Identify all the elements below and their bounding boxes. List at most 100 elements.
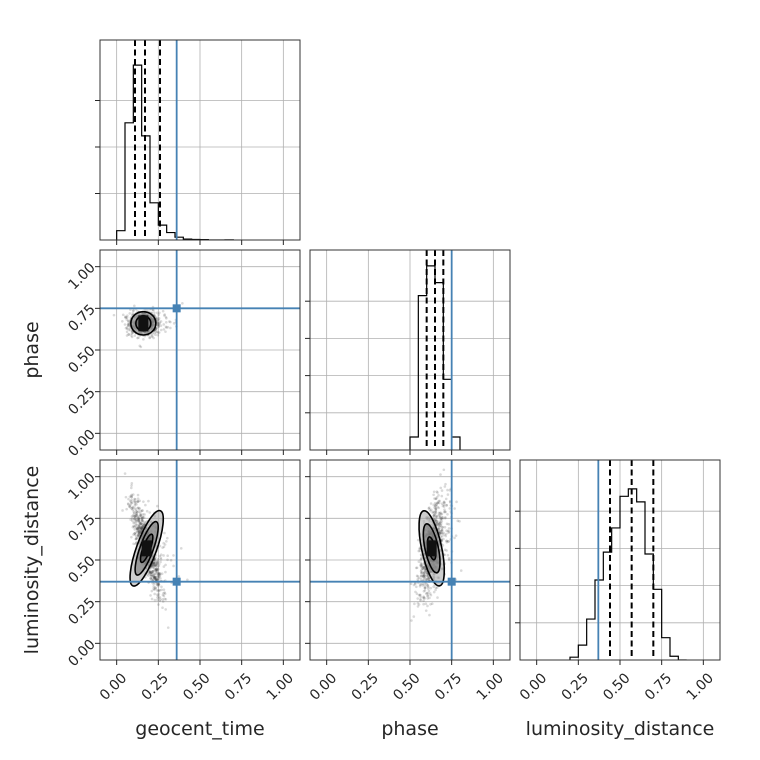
sample-point bbox=[149, 573, 153, 576]
sample-point bbox=[147, 572, 151, 576]
sample-point bbox=[418, 584, 422, 588]
gridlines bbox=[520, 460, 720, 660]
sample-point bbox=[169, 320, 172, 324]
y-tick-label: 0.75 bbox=[65, 302, 98, 335]
sample-point bbox=[454, 534, 458, 537]
sample-point bbox=[139, 522, 143, 525]
sample-point bbox=[153, 575, 156, 579]
sample-point bbox=[421, 582, 425, 586]
sample-point bbox=[158, 554, 162, 558]
sample-point bbox=[138, 521, 141, 524]
sample-point bbox=[155, 567, 158, 571]
sample-point bbox=[161, 309, 165, 313]
sample-point bbox=[419, 593, 422, 597]
sample-point bbox=[172, 564, 175, 568]
sample-point bbox=[440, 512, 444, 516]
sample-point bbox=[179, 547, 183, 550]
sample-point bbox=[136, 336, 139, 340]
sample-point bbox=[437, 522, 441, 526]
sample-point bbox=[164, 570, 167, 574]
sample-point bbox=[135, 529, 139, 532]
y-axis-label: phase bbox=[21, 321, 43, 378]
sample-point bbox=[436, 523, 439, 526]
sample-point bbox=[158, 574, 162, 577]
sample-point bbox=[437, 513, 440, 517]
sample-point bbox=[154, 586, 158, 590]
sample-point bbox=[426, 587, 430, 590]
sample-point bbox=[130, 498, 133, 501]
sample-point bbox=[155, 593, 159, 596]
sample-point bbox=[438, 499, 441, 503]
sample-point bbox=[133, 497, 136, 501]
sample-point bbox=[138, 507, 141, 511]
sample-point bbox=[133, 507, 137, 510]
sample-point bbox=[149, 594, 152, 597]
sample-point bbox=[156, 596, 159, 599]
sample-point bbox=[157, 567, 160, 571]
sample-point bbox=[422, 572, 426, 575]
sample-point bbox=[131, 309, 135, 313]
sample-point bbox=[153, 311, 156, 315]
sample-point bbox=[155, 567, 158, 571]
sample-point bbox=[155, 568, 158, 572]
sample-point bbox=[128, 504, 132, 508]
sample-point bbox=[153, 576, 156, 580]
sample-point bbox=[426, 594, 429, 598]
sample-point bbox=[432, 490, 436, 494]
sample-point bbox=[149, 570, 152, 574]
sample-point bbox=[437, 527, 440, 531]
sample-point bbox=[154, 563, 158, 566]
sample-point bbox=[186, 578, 189, 582]
sample-point bbox=[161, 597, 164, 601]
sample-point bbox=[130, 331, 134, 334]
sample-point bbox=[419, 574, 423, 578]
sample-point bbox=[136, 500, 140, 503]
sample-point bbox=[137, 336, 140, 340]
sample-point bbox=[156, 323, 159, 327]
sample-point bbox=[138, 531, 141, 535]
sample-point bbox=[434, 504, 437, 508]
density-peak bbox=[141, 540, 152, 557]
sample-point bbox=[148, 511, 152, 514]
sample-point bbox=[155, 577, 158, 581]
sample-point bbox=[424, 577, 428, 581]
sample-point bbox=[133, 502, 137, 506]
sample-point bbox=[426, 574, 430, 577]
sample-point bbox=[128, 499, 132, 503]
x-tick-label: 0.25 bbox=[349, 670, 382, 703]
sample-point bbox=[162, 554, 165, 557]
sample-point bbox=[426, 591, 430, 595]
sample-point bbox=[125, 330, 129, 334]
sample-point bbox=[157, 316, 161, 320]
sample-point bbox=[423, 574, 426, 577]
sample-point bbox=[140, 509, 144, 513]
sample-point bbox=[130, 519, 134, 523]
x-tick-label: 0.25 bbox=[559, 670, 592, 703]
sample-point bbox=[135, 513, 138, 517]
sample-point bbox=[134, 514, 138, 518]
sample-point bbox=[442, 505, 446, 508]
sample-point bbox=[152, 588, 156, 591]
sample-point bbox=[133, 517, 137, 520]
sample-point bbox=[134, 514, 138, 517]
sample-point bbox=[139, 530, 142, 534]
sample-point bbox=[163, 314, 166, 317]
sample-point bbox=[155, 317, 159, 321]
sample-point bbox=[153, 566, 156, 570]
sample-point bbox=[416, 575, 420, 578]
sample-point bbox=[159, 577, 162, 580]
sample-point bbox=[156, 504, 159, 508]
sample-point bbox=[134, 542, 137, 546]
y-axis-label: luminosity_distance bbox=[21, 466, 43, 655]
sample-point bbox=[154, 575, 157, 579]
sample-point bbox=[435, 520, 438, 523]
sample-point bbox=[150, 569, 154, 573]
sample-point bbox=[425, 578, 429, 581]
sample-point bbox=[143, 520, 147, 524]
x-axis-label: phase bbox=[381, 718, 438, 740]
sample-point bbox=[134, 508, 138, 512]
density-peak bbox=[138, 315, 149, 332]
sample-point bbox=[434, 586, 438, 590]
sample-point bbox=[421, 584, 425, 587]
sample-point bbox=[155, 583, 159, 586]
